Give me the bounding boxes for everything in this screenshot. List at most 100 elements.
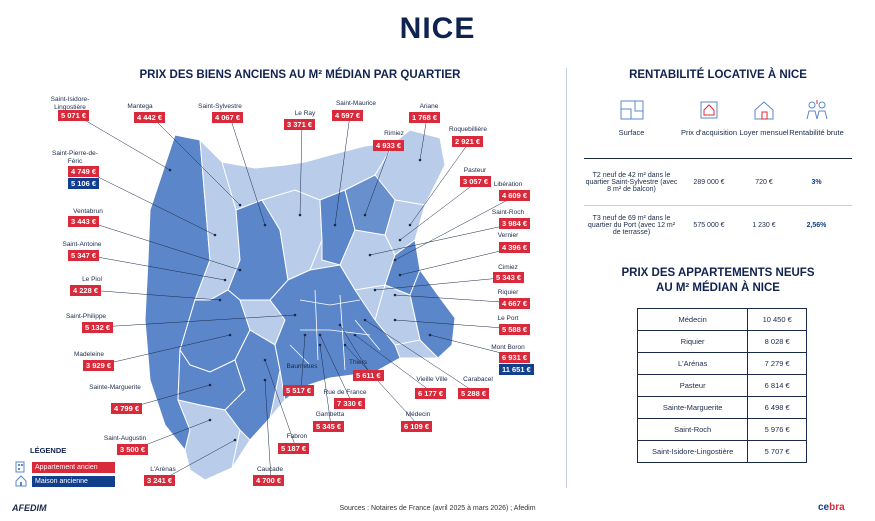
leader-line xyxy=(75,114,171,171)
district-anchor xyxy=(263,358,267,362)
price-apt: 5 345 € xyxy=(313,421,345,432)
district-anchor xyxy=(353,333,357,337)
district-name: Mantega xyxy=(127,103,153,110)
district-anchor xyxy=(393,293,397,297)
rent-prix: 575 000 € xyxy=(693,221,725,229)
district-anchor xyxy=(218,298,222,302)
rent-header: Surface Prix d'acquisition Loyer mensuel… xyxy=(584,128,852,150)
neuf-title-2: AU M² MÉDIAN À NICE xyxy=(656,282,780,294)
price-apt: 5 517 € xyxy=(283,385,315,396)
rent-header-loyer: Loyer mensuel xyxy=(739,128,789,137)
leader-line xyxy=(399,246,518,276)
district-anchor xyxy=(393,318,397,322)
neuf-name: Saint-Isidore-Lingostière xyxy=(638,441,749,462)
neuf-value: 7 279 € xyxy=(764,359,790,368)
price-apt: 5 288 € xyxy=(458,388,490,399)
price-apt: 3 929 € xyxy=(83,360,115,371)
price-apt: 4 396 € xyxy=(499,242,531,253)
district-anchor xyxy=(393,258,397,262)
district-name: Rimiez xyxy=(384,130,404,137)
district-anchor xyxy=(408,223,412,227)
district-name: Riquier xyxy=(497,289,519,296)
price-apt: 4 442 € xyxy=(134,112,166,123)
district-anchor xyxy=(298,213,302,217)
leader-line xyxy=(161,439,236,481)
price-apt: 5 132 € xyxy=(82,322,114,333)
district-anchor xyxy=(398,238,402,242)
district-name: Vernier xyxy=(497,232,519,239)
price-maison: 5 106 € xyxy=(68,178,100,189)
section-divider xyxy=(566,68,567,488)
rent-surface: T3 neuf de 69 m² dans le quartier du Por… xyxy=(587,214,676,236)
cebra-logo-b: bra xyxy=(829,502,845,513)
cebra-logo: cebra xyxy=(818,502,845,513)
district-name: Thiers xyxy=(348,359,368,366)
district-name: Baumettes xyxy=(286,363,318,370)
district-saint-augustin xyxy=(177,399,241,481)
rent-icons xyxy=(584,96,852,126)
neuf-row: Pasteur 6 814 € xyxy=(638,374,806,396)
neuf-value: 6 498 € xyxy=(764,403,790,412)
leader-line xyxy=(419,116,428,161)
district-name: Saint-Augustin xyxy=(103,435,147,442)
price-apt: 5 187 € xyxy=(278,443,310,454)
leader-line xyxy=(394,319,518,330)
district-name: Gambetta xyxy=(315,411,345,418)
district-name: Le Piol xyxy=(82,276,102,283)
district-anchor xyxy=(208,418,212,422)
neuf-value: 5 976 € xyxy=(764,425,790,434)
district-name: Saint-Philippe xyxy=(65,313,107,320)
price-apt: 5 347 € xyxy=(68,250,100,261)
price-apt: 4 933 € xyxy=(373,140,405,151)
district-name: Libération xyxy=(493,181,523,188)
district-name: Carabacel xyxy=(463,376,493,383)
sources-footer: Sources : Notaires de France (avril 2025… xyxy=(339,505,536,512)
leader-line xyxy=(334,114,351,226)
page-title: NICE xyxy=(399,12,476,45)
legend-apt: Appartement ancien xyxy=(14,461,115,473)
neuf-name: L'Arénas xyxy=(638,353,749,374)
legend-title: LÉGENDE xyxy=(30,446,67,455)
leader-line xyxy=(399,180,479,241)
leader-line xyxy=(319,344,332,427)
district-name: Fabron xyxy=(286,433,308,440)
district-anchor xyxy=(233,438,237,442)
district-name: Vieille Ville xyxy=(416,376,448,383)
price-apt: 5 611 € xyxy=(353,370,384,381)
leader-line xyxy=(229,116,266,226)
price-apt: 4 067 € xyxy=(212,112,244,123)
leader-line xyxy=(369,222,518,256)
price-apt: 3 057 € xyxy=(460,176,492,187)
district-anchor xyxy=(263,223,267,227)
leader-line xyxy=(128,384,211,409)
price-apt: 6 931 € xyxy=(499,352,531,363)
price-apt: 4 597 € xyxy=(332,110,364,121)
legend-maison: Maison ancienne xyxy=(14,475,115,487)
district-name: Roquebillière xyxy=(449,126,487,133)
legend-apt-label: Appartement ancien xyxy=(32,461,115,473)
leader-line xyxy=(339,324,372,376)
neuf-value: 6 814 € xyxy=(764,381,790,390)
rent-loyer: 1 230 € xyxy=(752,221,776,229)
district-name: Saint-Antoine xyxy=(62,241,102,248)
neuf-value: 5 707 € xyxy=(764,447,790,456)
district-anchor xyxy=(208,383,212,387)
district-anchor xyxy=(238,203,242,207)
map-title: PRIX DES BIENS ANCIENS AU M² MÉDIAN PAR … xyxy=(139,69,461,81)
house-price-icon xyxy=(700,101,718,119)
district-name: L'Arénas xyxy=(150,466,176,473)
district-anchor xyxy=(428,333,432,337)
district-anchor xyxy=(398,273,402,277)
neuf-name: Saint-Roch xyxy=(638,419,749,440)
district-le-port xyxy=(374,284,421,346)
price-apt: 3 371 € xyxy=(284,119,316,130)
leader-line xyxy=(409,140,471,226)
district-anchor xyxy=(263,378,267,382)
leader-line xyxy=(344,344,420,427)
rent-header-renta: Rentabilité brute xyxy=(789,128,844,137)
price-apt: 5 588 € xyxy=(499,324,531,335)
district-name: Saint-Roch xyxy=(491,209,525,216)
district-name: Ariane xyxy=(419,103,439,110)
